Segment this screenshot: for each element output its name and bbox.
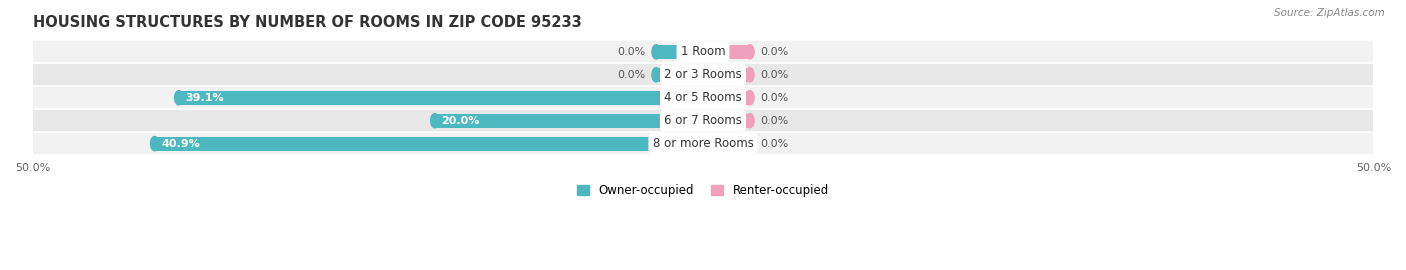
Text: 4 or 5 Rooms: 4 or 5 Rooms xyxy=(664,91,742,104)
Circle shape xyxy=(150,137,159,151)
Text: 8 or more Rooms: 8 or more Rooms xyxy=(652,137,754,150)
Text: HOUSING STRUCTURES BY NUMBER OF ROOMS IN ZIP CODE 95233: HOUSING STRUCTURES BY NUMBER OF ROOMS IN… xyxy=(32,15,581,30)
Text: 0.0%: 0.0% xyxy=(761,47,789,57)
Circle shape xyxy=(699,68,707,82)
Bar xyxy=(155,137,703,151)
Legend: Owner-occupied, Renter-occupied: Owner-occupied, Renter-occupied xyxy=(572,179,834,202)
Text: 0.0%: 0.0% xyxy=(761,70,789,80)
Text: 0.0%: 0.0% xyxy=(761,116,789,126)
Text: 40.9%: 40.9% xyxy=(162,139,200,148)
Text: 2 or 3 Rooms: 2 or 3 Rooms xyxy=(664,68,742,81)
Text: 20.0%: 20.0% xyxy=(441,116,479,126)
Bar xyxy=(32,40,1374,63)
Circle shape xyxy=(745,114,754,128)
Bar xyxy=(32,86,1374,109)
Circle shape xyxy=(699,114,707,128)
Bar xyxy=(703,137,749,151)
Circle shape xyxy=(699,45,707,59)
Bar xyxy=(657,68,703,82)
Circle shape xyxy=(174,91,183,105)
Circle shape xyxy=(745,68,754,82)
Bar xyxy=(703,68,749,82)
Bar xyxy=(657,45,703,59)
Circle shape xyxy=(699,91,707,105)
Bar xyxy=(703,114,749,128)
Bar xyxy=(32,109,1374,132)
Bar xyxy=(703,45,749,59)
Circle shape xyxy=(430,114,439,128)
Circle shape xyxy=(699,137,707,151)
Text: 0.0%: 0.0% xyxy=(761,139,789,148)
Text: 6 or 7 Rooms: 6 or 7 Rooms xyxy=(664,114,742,127)
Bar xyxy=(703,91,749,105)
Bar xyxy=(434,114,703,128)
Circle shape xyxy=(745,91,754,105)
Circle shape xyxy=(745,45,754,59)
Circle shape xyxy=(699,91,707,105)
Text: 0.0%: 0.0% xyxy=(617,47,645,57)
Bar xyxy=(32,132,1374,155)
Bar xyxy=(179,91,703,105)
Circle shape xyxy=(652,68,661,82)
Circle shape xyxy=(699,68,707,82)
Circle shape xyxy=(699,137,707,151)
Circle shape xyxy=(745,137,754,151)
Text: Source: ZipAtlas.com: Source: ZipAtlas.com xyxy=(1274,8,1385,18)
Circle shape xyxy=(699,114,707,128)
Circle shape xyxy=(652,45,661,59)
Text: 0.0%: 0.0% xyxy=(617,70,645,80)
Bar xyxy=(32,63,1374,86)
Text: 39.1%: 39.1% xyxy=(186,93,224,103)
Text: 1 Room: 1 Room xyxy=(681,45,725,58)
Circle shape xyxy=(699,45,707,59)
Text: 0.0%: 0.0% xyxy=(761,93,789,103)
